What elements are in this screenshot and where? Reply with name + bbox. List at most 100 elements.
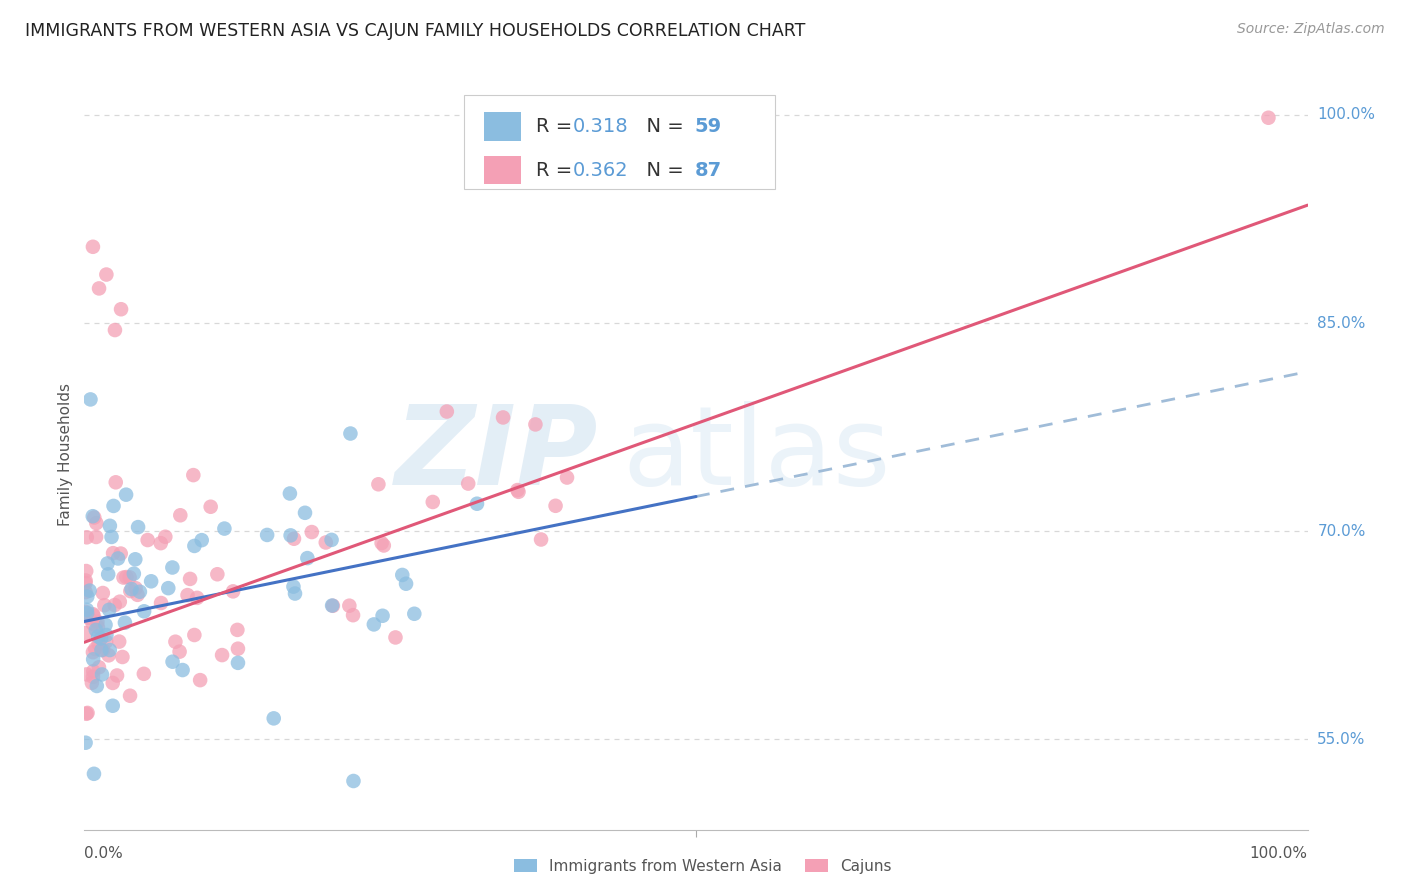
Point (104, 323, 127, 337)
Point (506, 483, 529, 497)
Point (86, 679, 108, 693)
Point (524, 417, 547, 432)
Point (278, 486, 301, 500)
Point (183, 628, 205, 642)
Point (172, 663, 194, 677)
Point (82, 670, 104, 684)
Point (82, 652, 104, 666)
Text: 100.0%: 100.0% (1250, 847, 1308, 861)
Point (122, 566, 145, 581)
Point (256, 528, 278, 542)
Point (96, 628, 118, 642)
Point (226, 656, 249, 670)
Point (186, 591, 208, 605)
Point (98, 643, 121, 657)
Point (80, 676, 103, 690)
Point (82, 645, 104, 659)
Point (404, 607, 426, 621)
Text: ZIP: ZIP (395, 401, 598, 508)
Point (555, 470, 578, 484)
Point (118, 689, 141, 703)
Point (87, 620, 110, 634)
Point (110, 547, 132, 561)
Point (76, 606, 98, 620)
Point (90, 643, 112, 657)
Point (301, 524, 323, 539)
Point (176, 588, 198, 602)
Point (339, 426, 361, 441)
Text: N =: N = (634, 161, 689, 179)
Point (75, 585, 97, 599)
Bar (484, 112, 522, 141)
Point (436, 404, 458, 418)
Text: Source: ZipAtlas.com: Source: ZipAtlas.com (1237, 22, 1385, 37)
Text: 0.362: 0.362 (572, 161, 628, 179)
Point (263, 711, 285, 725)
Point (121, 582, 143, 596)
Point (183, 539, 205, 553)
Point (127, 588, 149, 602)
Point (211, 648, 233, 662)
Point (183, 468, 205, 483)
Point (104, 475, 127, 490)
Point (371, 608, 394, 623)
Point (100, 530, 122, 544)
Text: 0.318: 0.318 (572, 117, 628, 136)
Text: R =: R = (536, 117, 578, 136)
Point (207, 567, 229, 582)
Point (82, 509, 104, 524)
Text: 59: 59 (695, 117, 721, 136)
Point (75, 736, 97, 750)
Point (115, 570, 138, 584)
Point (124, 552, 146, 566)
Point (465, 497, 488, 511)
Point (91, 586, 114, 600)
Y-axis label: Family Households: Family Households (58, 384, 73, 526)
Point (114, 615, 136, 630)
Point (157, 581, 180, 595)
Point (94, 634, 117, 648)
Point (162, 655, 184, 669)
Point (107, 551, 129, 566)
Point (127, 520, 149, 534)
Point (280, 528, 302, 542)
Point (370, 536, 392, 550)
Point (76, 530, 98, 544)
Point (84, 623, 107, 637)
Point (226, 623, 249, 637)
Point (87, 281, 110, 295)
Text: atlas: atlas (623, 401, 891, 508)
Point (139, 574, 162, 589)
Point (363, 617, 385, 632)
Text: 0.0%: 0.0% (84, 847, 124, 861)
Text: R =: R = (536, 161, 578, 179)
Point (101, 676, 124, 690)
Point (98, 518, 121, 533)
Point (94, 617, 117, 632)
Point (76, 603, 98, 617)
Text: 70.0%: 70.0% (1317, 524, 1365, 539)
Point (87, 637, 110, 651)
Point (120, 584, 142, 599)
Point (108, 595, 131, 609)
Text: 87: 87 (695, 161, 721, 179)
Point (110, 302, 132, 317)
Text: 85.0%: 85.0% (1317, 316, 1365, 331)
Point (75, 626, 97, 640)
Point (155, 530, 177, 544)
Point (530, 533, 553, 547)
Point (75, 706, 97, 721)
Point (124, 581, 146, 595)
Point (76, 706, 98, 720)
Point (315, 535, 337, 549)
Point (492, 410, 515, 425)
Point (101, 546, 124, 560)
Point (165, 634, 187, 648)
Point (544, 499, 567, 513)
Point (82, 664, 104, 678)
Point (342, 608, 364, 623)
Point (82, 616, 104, 631)
Point (395, 576, 418, 591)
Point (104, 598, 127, 612)
Point (283, 532, 305, 546)
